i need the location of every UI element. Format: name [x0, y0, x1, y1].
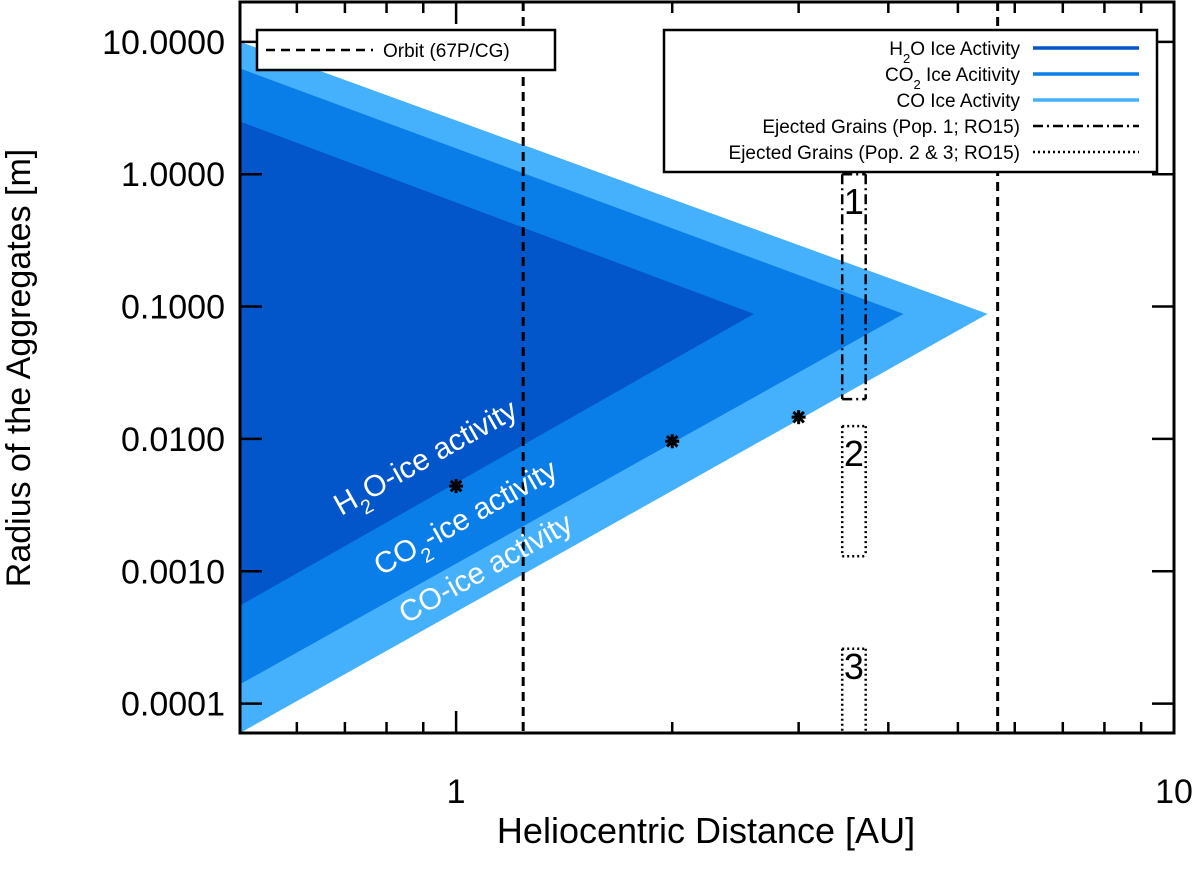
axis-tick-labels: 1 10 10.0000 1.0000 0.1000 0.0100 0.0010 0.0001	[102, 24, 1193, 811]
legend-entry-label: Ejected Grains (Pop. 1; RO15)	[762, 117, 1020, 138]
axis-ticks	[240, 2, 1176, 733]
ejected-box-label-2: 2	[844, 433, 864, 474]
y-tick-label: 10.0000	[102, 24, 225, 62]
plot-frame	[238, 0, 1176, 735]
y-axis-label: Radius of the Aggregates [m]	[0, 149, 38, 587]
region-h2o	[240, 121, 754, 606]
y-tick-label: 0.0100	[121, 421, 225, 459]
legend-entry-label: CO Ice Activity	[896, 91, 1020, 112]
y-tick-label: 0.1000	[121, 289, 225, 327]
ejected-box-label-1: 1	[844, 181, 864, 222]
x-tick-label: 10	[1155, 773, 1193, 811]
y-tick-label: 1.0000	[121, 156, 225, 194]
legend-entry-label: Ejected Grains (Pop. 2 & 3; RO15)	[729, 143, 1020, 164]
legend-orbit-frame	[255, 28, 557, 72]
activity-regions	[240, 41, 988, 733]
ejected-box-2: 2	[840, 424, 867, 558]
y-tick-label: 0.0001	[121, 686, 225, 724]
legend-orbit-label: Orbit (67P/CG)	[383, 41, 510, 62]
x-tick-label: 1	[447, 773, 466, 811]
ejected-box-3: 3	[840, 646, 867, 735]
data-point-3	[791, 410, 806, 425]
ejected-grain-boxes: 1 2 3	[840, 172, 867, 735]
data-point-1	[449, 479, 464, 494]
ejected-box-1: 1	[840, 172, 867, 401]
ejected-box-label-3: 3	[844, 646, 864, 687]
data-points	[449, 410, 806, 494]
legend-orbit: Orbit (67P/CG)	[255, 28, 557, 72]
legend-entry-label: H2O Ice Activity	[889, 39, 1020, 66]
legend-entry-label: CO2 Ice Acitivity	[885, 65, 1020, 92]
data-point-2	[665, 434, 680, 449]
x-axis-label: Heliocentric Distance [AU]	[497, 810, 915, 851]
y-tick-label: 0.0010	[121, 553, 225, 591]
